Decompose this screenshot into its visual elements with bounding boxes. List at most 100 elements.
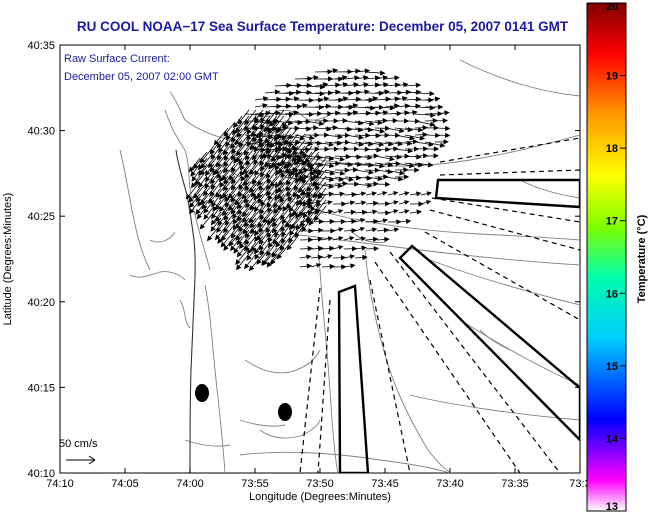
current-vector: [321, 228, 336, 234]
current-vector: [216, 145, 229, 161]
current-vector: [434, 125, 451, 132]
current-vector: [286, 181, 299, 198]
current-vector: [284, 176, 305, 182]
current-vector: [267, 235, 278, 249]
current-vector: [240, 169, 250, 182]
current-vector: [321, 218, 335, 225]
current-vector: [354, 120, 375, 127]
current-vector: [204, 175, 215, 189]
y-tick-label: 40:15: [27, 382, 55, 394]
current-vector: [259, 199, 271, 215]
current-vector: [344, 110, 359, 116]
current-vector: [293, 175, 306, 191]
current-vector: [216, 163, 229, 179]
current-vector: [254, 103, 268, 109]
current-vector: [302, 205, 313, 219]
radar-boxes: [337, 178, 580, 473]
current-vector: [213, 127, 229, 146]
current-vector: [265, 241, 278, 257]
current-vector: [374, 181, 391, 187]
y-tick-label: 40:20: [27, 297, 55, 309]
current-vector: [253, 199, 264, 213]
current-vector: [238, 133, 250, 148]
current-vector: [354, 218, 366, 223]
current-vector: [210, 169, 222, 185]
colorbar-label: Temperature (°C): [636, 214, 648, 303]
current-vector: [294, 146, 311, 153]
colorbar-tick-label: 20: [606, 1, 618, 13]
current-vector: [233, 151, 243, 164]
current-vector: [212, 163, 222, 176]
current-vector: [314, 169, 336, 176]
current-vector: [254, 134, 274, 140]
current-vector: [243, 187, 257, 204]
current-vector: [354, 75, 369, 81]
current-vector: [434, 118, 449, 124]
current-vector: [321, 245, 335, 252]
current-vector: [237, 181, 250, 197]
current-vector: [364, 127, 386, 134]
current-vector: [253, 187, 264, 201]
current-vector: [420, 191, 432, 197]
current-vector: [280, 229, 292, 244]
current-vector: [321, 191, 335, 197]
current-vector: [203, 199, 215, 214]
current-vector: [223, 217, 236, 234]
current-vector: [299, 191, 312, 197]
x-axis-label: Longitude (Degrees:Minutes): [249, 491, 391, 503]
colorbar: [586, 2, 627, 512]
current-vector: [273, 127, 285, 142]
current-vector: [273, 223, 285, 238]
current-vector: [343, 209, 357, 215]
current-vector: [299, 254, 312, 260]
current-vector: [314, 82, 329, 88]
current-vector: [376, 191, 388, 196]
current-vector: [239, 235, 250, 250]
current-vector: [265, 181, 278, 197]
y-axis-label: Latitude (Degrees:Minutes): [2, 193, 14, 326]
current-vector: [365, 218, 379, 225]
current-vector: [265, 163, 278, 179]
current-vector: [280, 217, 292, 233]
current-vector: [232, 217, 243, 231]
current-vector: [201, 193, 215, 210]
current-vector: [374, 75, 389, 81]
current-vector: [267, 187, 278, 201]
current-vector: [254, 163, 264, 177]
x-tick-label: 73:55: [241, 478, 269, 490]
current-vector: [236, 193, 250, 210]
current-vector: [259, 205, 271, 221]
current-vector: [217, 211, 229, 226]
current-vector: [354, 182, 373, 189]
current-vector: [332, 255, 347, 261]
current-vector: [310, 199, 321, 205]
current-vector: [310, 236, 324, 242]
current-vector: [434, 132, 451, 138]
current-vector: [224, 211, 236, 226]
current-vector: [374, 155, 395, 162]
current-vector: [299, 263, 313, 269]
current-vector: [281, 127, 292, 141]
current-vector: [354, 82, 369, 88]
current-vector: [274, 96, 292, 102]
current-vector: [284, 134, 306, 141]
current-vector: [374, 146, 391, 153]
current-vector: [266, 169, 278, 184]
current-vector: [321, 254, 333, 259]
current-vector: [258, 229, 271, 245]
current-vector: [365, 236, 379, 242]
current-vector: [324, 68, 339, 74]
current-vector: [324, 169, 346, 176]
current-vector: [365, 245, 380, 252]
current-vector: [243, 235, 257, 252]
current-vector: [271, 241, 285, 258]
current-vector: [239, 157, 250, 171]
current-vector: [294, 111, 315, 117]
current-vector: [198, 175, 208, 189]
current-vector: [279, 235, 292, 251]
current-vectors: [185, 68, 451, 272]
x-tick-label: 74:00: [176, 478, 204, 490]
current-vector: [223, 145, 236, 161]
current-vector: [304, 120, 325, 126]
current-vector: [384, 176, 404, 182]
